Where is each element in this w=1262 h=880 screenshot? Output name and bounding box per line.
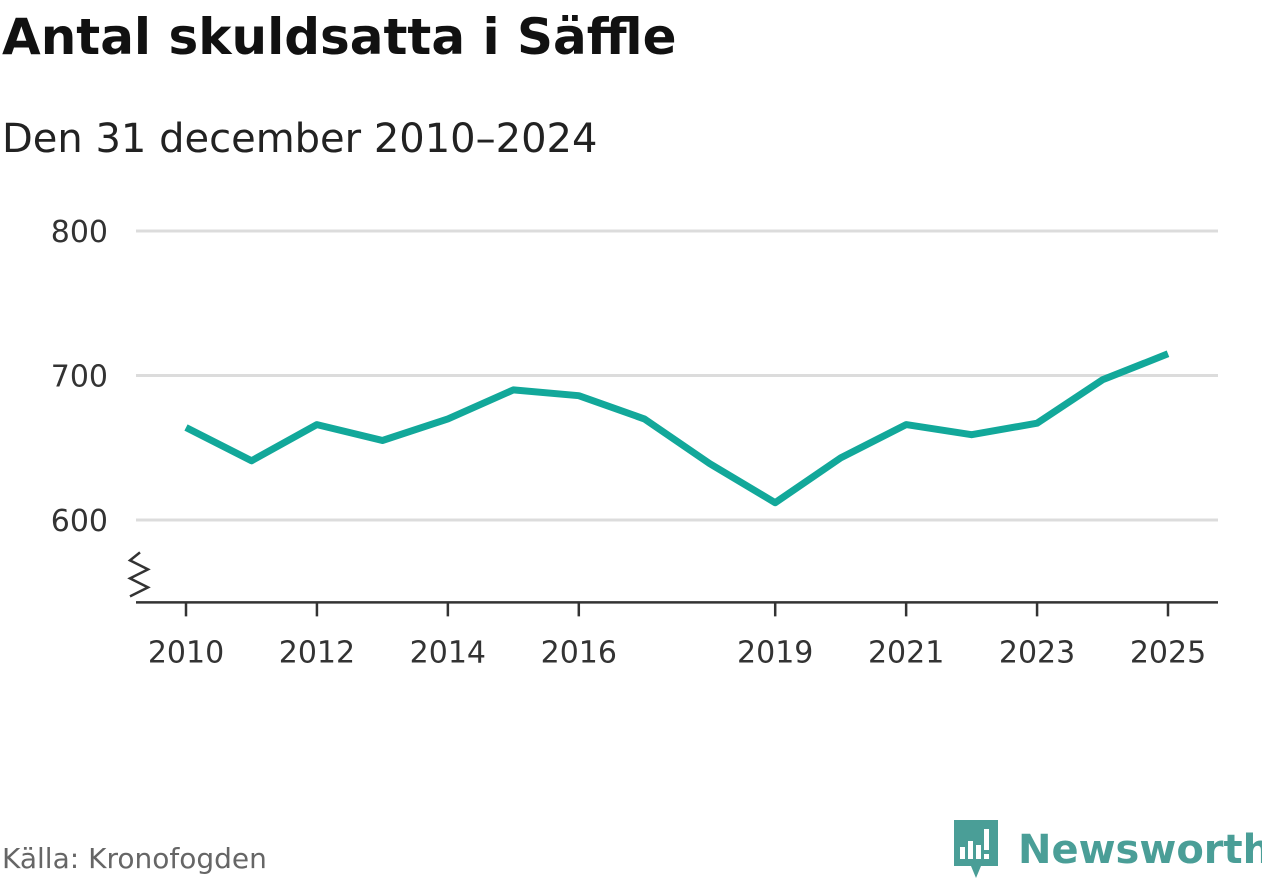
newsworthy-logo: Newsworthy <box>952 820 1262 880</box>
x-tick-label: 2010 <box>148 635 224 670</box>
brand-name: Newsworthy <box>1018 827 1262 873</box>
x-tick-label: 2023 <box>999 635 1075 670</box>
x-tick-label: 2025 <box>1130 635 1206 670</box>
bar-chart-speech-bubble-icon <box>954 820 998 878</box>
source-note: Källa: Kronofogden <box>2 842 267 875</box>
chart-title: Antal skuldsatta i Säffle <box>2 8 677 66</box>
chart-subtitle: Den 31 december 2010–2024 <box>2 116 598 162</box>
x-tick-label: 2016 <box>541 635 617 670</box>
y-tick-label: 600 <box>51 504 108 539</box>
x-tick-label: 2021 <box>868 635 944 670</box>
x-tick-label: 2019 <box>737 635 813 670</box>
y-tick-label: 700 <box>51 360 108 395</box>
x-tick-label: 2012 <box>279 635 355 670</box>
series-line <box>184 350 1170 507</box>
axis-break-icon <box>127 551 151 598</box>
y-tick-label: 800 <box>51 215 108 250</box>
x-tick-label: 2014 <box>410 635 486 670</box>
